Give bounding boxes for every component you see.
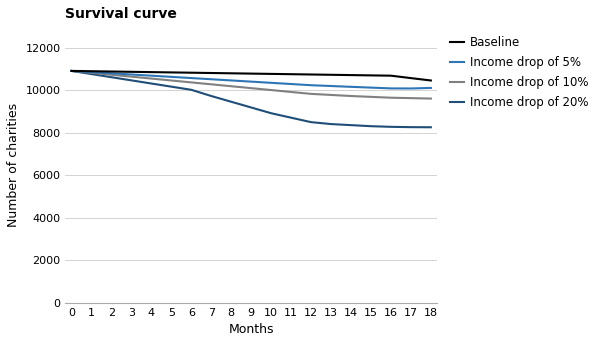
Income drop of 10%	[307, 92, 314, 96]
Income drop of 10%	[328, 93, 335, 97]
Income drop of 10%	[128, 75, 135, 79]
Income drop of 5%	[367, 85, 374, 90]
Income drop of 5%	[88, 70, 95, 74]
Income drop of 5%	[68, 69, 75, 73]
Income drop of 10%	[347, 94, 355, 98]
Baseline	[148, 70, 155, 74]
Income drop of 10%	[268, 88, 275, 92]
Income drop of 20%	[148, 81, 155, 85]
Income drop of 10%	[287, 90, 295, 94]
Income drop of 10%	[388, 96, 395, 100]
Income drop of 20%	[328, 122, 335, 126]
Baseline	[407, 76, 415, 80]
Baseline	[68, 69, 75, 73]
Baseline	[347, 73, 355, 77]
Legend: Baseline, Income drop of 5%, Income drop of 10%, Income drop of 20%: Baseline, Income drop of 5%, Income drop…	[446, 32, 592, 113]
Income drop of 10%	[427, 96, 434, 100]
Baseline	[328, 73, 335, 77]
Baseline	[427, 79, 434, 83]
Income drop of 5%	[287, 82, 295, 86]
Line: Baseline: Baseline	[71, 71, 431, 81]
Baseline	[248, 72, 255, 76]
Baseline	[367, 73, 374, 78]
Income drop of 5%	[227, 79, 235, 83]
Income drop of 10%	[188, 80, 195, 84]
Income drop of 5%	[388, 86, 395, 91]
Income drop of 20%	[168, 85, 175, 89]
Baseline	[227, 71, 235, 75]
Baseline	[168, 70, 175, 74]
Baseline	[287, 72, 295, 76]
Income drop of 10%	[367, 95, 374, 99]
Baseline	[88, 69, 95, 73]
Income drop of 20%	[307, 120, 314, 124]
Income drop of 5%	[188, 76, 195, 80]
Income drop of 10%	[208, 82, 215, 86]
Income drop of 10%	[108, 73, 115, 77]
Income drop of 20%	[108, 75, 115, 79]
Baseline	[268, 72, 275, 76]
Y-axis label: Number of charities: Number of charities	[7, 103, 20, 226]
Income drop of 10%	[248, 86, 255, 90]
Baseline	[307, 72, 314, 76]
Baseline	[128, 70, 135, 74]
Income drop of 20%	[188, 88, 195, 92]
Income drop of 5%	[307, 83, 314, 87]
Income drop of 20%	[287, 116, 295, 120]
Income drop of 20%	[347, 123, 355, 127]
Income drop of 10%	[227, 84, 235, 88]
Income drop of 10%	[407, 96, 415, 100]
Income drop of 10%	[88, 71, 95, 75]
Income drop of 5%	[328, 84, 335, 88]
Income drop of 10%	[168, 79, 175, 83]
Baseline	[108, 70, 115, 74]
Income drop of 20%	[388, 125, 395, 129]
Income drop of 5%	[208, 77, 215, 81]
Income drop of 20%	[427, 125, 434, 129]
Income drop of 20%	[268, 111, 275, 115]
Line: Income drop of 10%: Income drop of 10%	[71, 71, 431, 98]
Income drop of 20%	[128, 78, 135, 82]
Income drop of 20%	[367, 124, 374, 128]
X-axis label: Months: Months	[229, 323, 274, 336]
Income drop of 5%	[148, 74, 155, 78]
Income drop of 10%	[148, 76, 155, 81]
Income drop of 5%	[108, 71, 115, 75]
Baseline	[388, 74, 395, 78]
Income drop of 20%	[407, 125, 415, 129]
Income drop of 5%	[268, 81, 275, 85]
Income drop of 5%	[248, 80, 255, 84]
Income drop of 20%	[208, 94, 215, 98]
Line: Income drop of 20%: Income drop of 20%	[71, 71, 431, 127]
Income drop of 20%	[227, 100, 235, 104]
Income drop of 5%	[128, 72, 135, 76]
Income drop of 5%	[168, 75, 175, 79]
Line: Income drop of 5%: Income drop of 5%	[71, 71, 431, 88]
Income drop of 10%	[68, 69, 75, 73]
Baseline	[188, 71, 195, 75]
Income drop of 5%	[427, 86, 434, 90]
Income drop of 5%	[407, 86, 415, 91]
Income drop of 20%	[68, 69, 75, 73]
Income drop of 5%	[347, 85, 355, 89]
Income drop of 20%	[88, 72, 95, 76]
Baseline	[208, 71, 215, 75]
Text: Survival curve: Survival curve	[65, 7, 178, 21]
Income drop of 20%	[248, 105, 255, 109]
